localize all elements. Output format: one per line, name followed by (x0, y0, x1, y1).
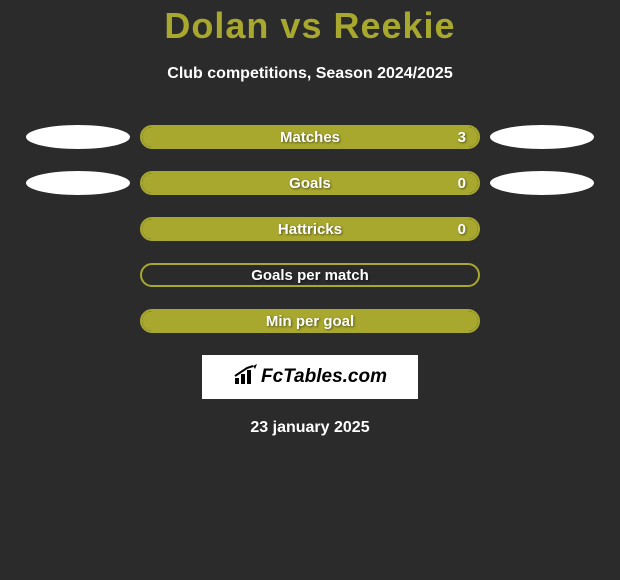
branding-text: FcTables.com (261, 366, 387, 388)
date-text: 23 january 2025 (0, 419, 620, 437)
stat-label: Goals (142, 175, 478, 192)
chart-icon (233, 364, 259, 391)
right-marker (490, 171, 594, 195)
stat-value: 0 (458, 175, 466, 192)
page-subtitle: Club competitions, Season 2024/2025 (0, 65, 620, 83)
stats-list: Matches 3 Goals 0 Hattricks 0 (0, 125, 620, 333)
stat-row-hattricks: Hattricks 0 (0, 217, 620, 241)
stat-label: Hattricks (142, 221, 478, 238)
stat-bar: Min per goal (140, 309, 480, 333)
stat-value: 3 (458, 129, 466, 146)
left-marker (26, 171, 130, 195)
stat-row-matches: Matches 3 (0, 125, 620, 149)
stat-row-min-per-goal: Min per goal (0, 309, 620, 333)
comparison-widget: Dolan vs Reekie Club competitions, Seaso… (0, 0, 620, 437)
stat-row-goals-per-match: Goals per match (0, 263, 620, 287)
stat-bar: Matches 3 (140, 125, 480, 149)
stat-bar: Hattricks 0 (140, 217, 480, 241)
stat-bar: Goals 0 (140, 171, 480, 195)
stat-label: Matches (142, 129, 478, 146)
right-marker (490, 125, 594, 149)
stat-row-goals: Goals 0 (0, 171, 620, 195)
stat-label: Min per goal (142, 313, 478, 330)
stat-label: Goals per match (142, 267, 478, 284)
left-marker (26, 125, 130, 149)
stat-value: 0 (458, 221, 466, 238)
stat-bar: Goals per match (140, 263, 480, 287)
branding-box: FcTables.com (202, 355, 418, 399)
page-title: Dolan vs Reekie (0, 5, 620, 47)
